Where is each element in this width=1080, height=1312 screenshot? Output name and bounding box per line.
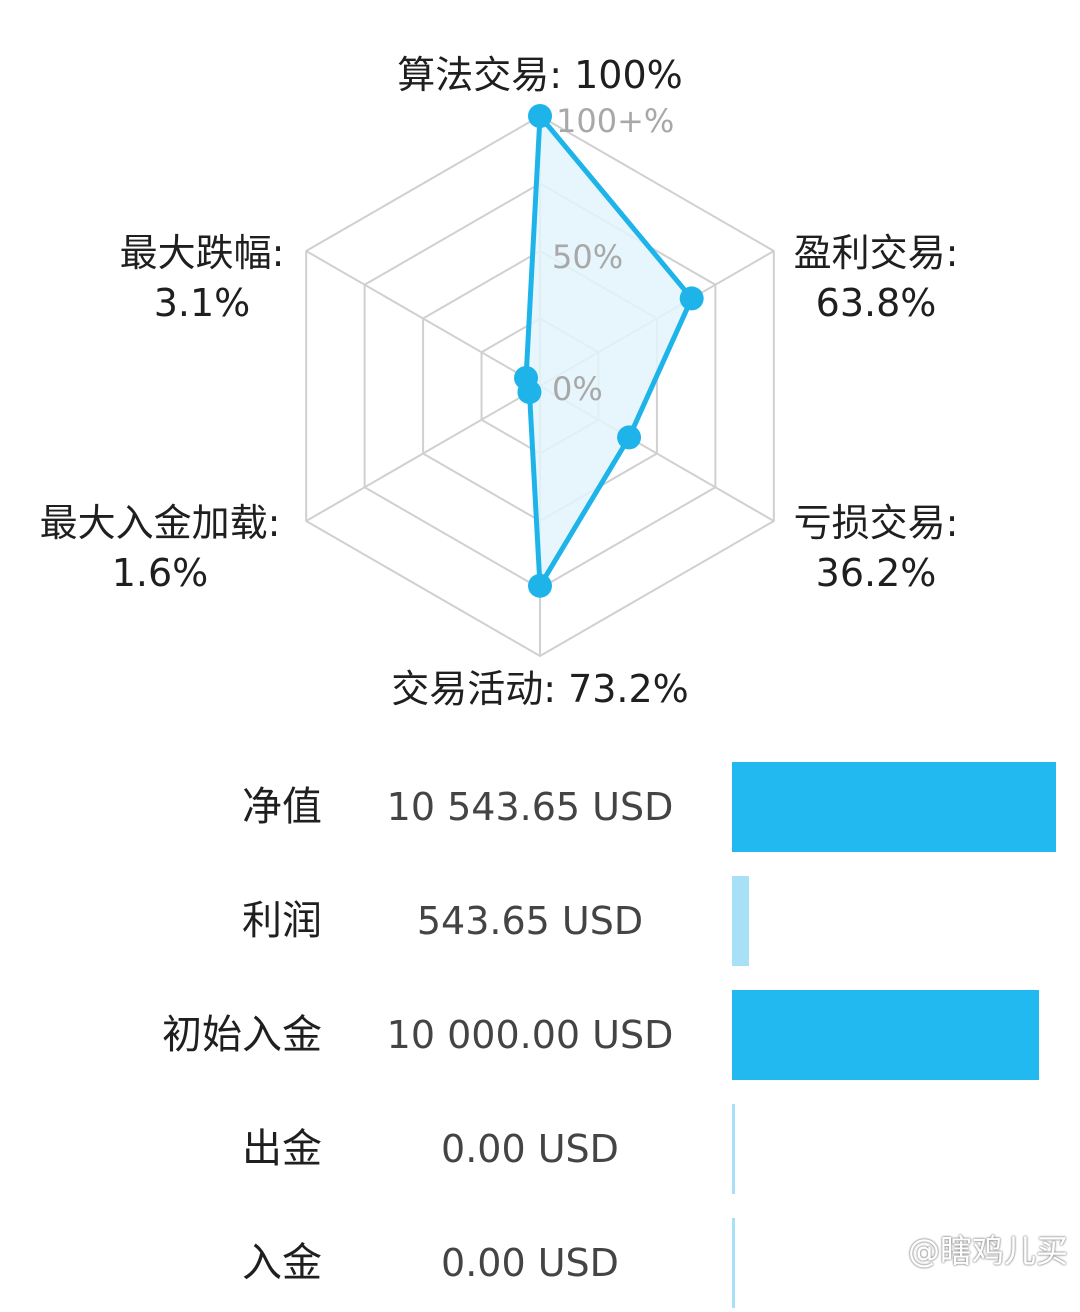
radar-series bbox=[514, 104, 704, 598]
axis-label-max-drawdown: 最大跌幅: bbox=[120, 231, 285, 275]
bar-label: 利润 bbox=[242, 898, 322, 944]
radar-chart: 0% 50% 100+% 算法交易: 100% 盈利交易: 63.8% 亏损交易… bbox=[40, 53, 959, 711]
data-point bbox=[528, 573, 552, 598]
radar-axis-labels: 算法交易: 100% 盈利交易: 63.8% 亏损交易: 36.2% 交易活动:… bbox=[40, 53, 959, 711]
bar-label: 初始入金 bbox=[162, 1012, 322, 1058]
bar-value-label: 0.00 USD bbox=[441, 1127, 619, 1171]
ring-label-50: 50% bbox=[552, 238, 623, 276]
grid-spoke bbox=[305, 385, 541, 522]
axis-value-max-drawdown: 3.1% bbox=[154, 281, 251, 325]
bar-value-label: 0.00 USD bbox=[441, 1241, 619, 1285]
bar bbox=[732, 1104, 735, 1194]
bar-label: 净值 bbox=[242, 784, 322, 830]
data-point bbox=[617, 425, 642, 450]
data-point bbox=[679, 286, 704, 311]
axis-label-algo-trading: 算法交易: 100% bbox=[397, 53, 683, 97]
axis-label-profit-trades: 盈利交易: bbox=[794, 231, 959, 275]
axis-label-max-deposit-load: 最大入金加载: bbox=[40, 501, 281, 545]
axis-label-loss-trades: 亏损交易: bbox=[794, 501, 959, 545]
bar-row-withdrawal: 出金 0.00 USD bbox=[0, 1104, 1080, 1194]
bar-value-label: 10 543.65 USD bbox=[386, 785, 674, 829]
axis-value-max-deposit-load: 1.6% bbox=[112, 551, 209, 595]
bar-row-deposit: 入金 0.00 USD bbox=[0, 1218, 1080, 1308]
bar-value-label: 543.65 USD bbox=[416, 899, 644, 943]
bar bbox=[732, 762, 1056, 852]
bar-label: 出金 bbox=[242, 1126, 322, 1172]
radar-ring-labels: 0% 50% 100+% bbox=[552, 102, 674, 408]
ring-label-0: 0% bbox=[552, 370, 603, 408]
axis-value-loss-trades: 36.2% bbox=[816, 551, 937, 595]
bar bbox=[732, 990, 1040, 1080]
bar-row-equity: 净值 10 543.65 USD bbox=[0, 762, 1080, 852]
bar-row-initial-deposit: 初始入金 10 000.00 USD bbox=[0, 990, 1080, 1080]
axis-label-trading-activity: 交易活动: 73.2% bbox=[391, 667, 689, 711]
watermark: @瞎鸡儿买 bbox=[907, 1232, 1068, 1270]
data-point bbox=[528, 104, 552, 128]
grid-spoke bbox=[305, 250, 541, 387]
bar-row-profit: 利润 543.65 USD bbox=[0, 876, 1080, 966]
bar-label: 入金 bbox=[242, 1240, 322, 1286]
bar bbox=[732, 876, 749, 966]
ring-label-100: 100+% bbox=[556, 102, 674, 140]
axis-value-profit-trades: 63.8% bbox=[816, 281, 937, 325]
data-point bbox=[514, 365, 539, 390]
bar-value-label: 10 000.00 USD bbox=[386, 1013, 674, 1057]
bar bbox=[732, 1218, 735, 1308]
